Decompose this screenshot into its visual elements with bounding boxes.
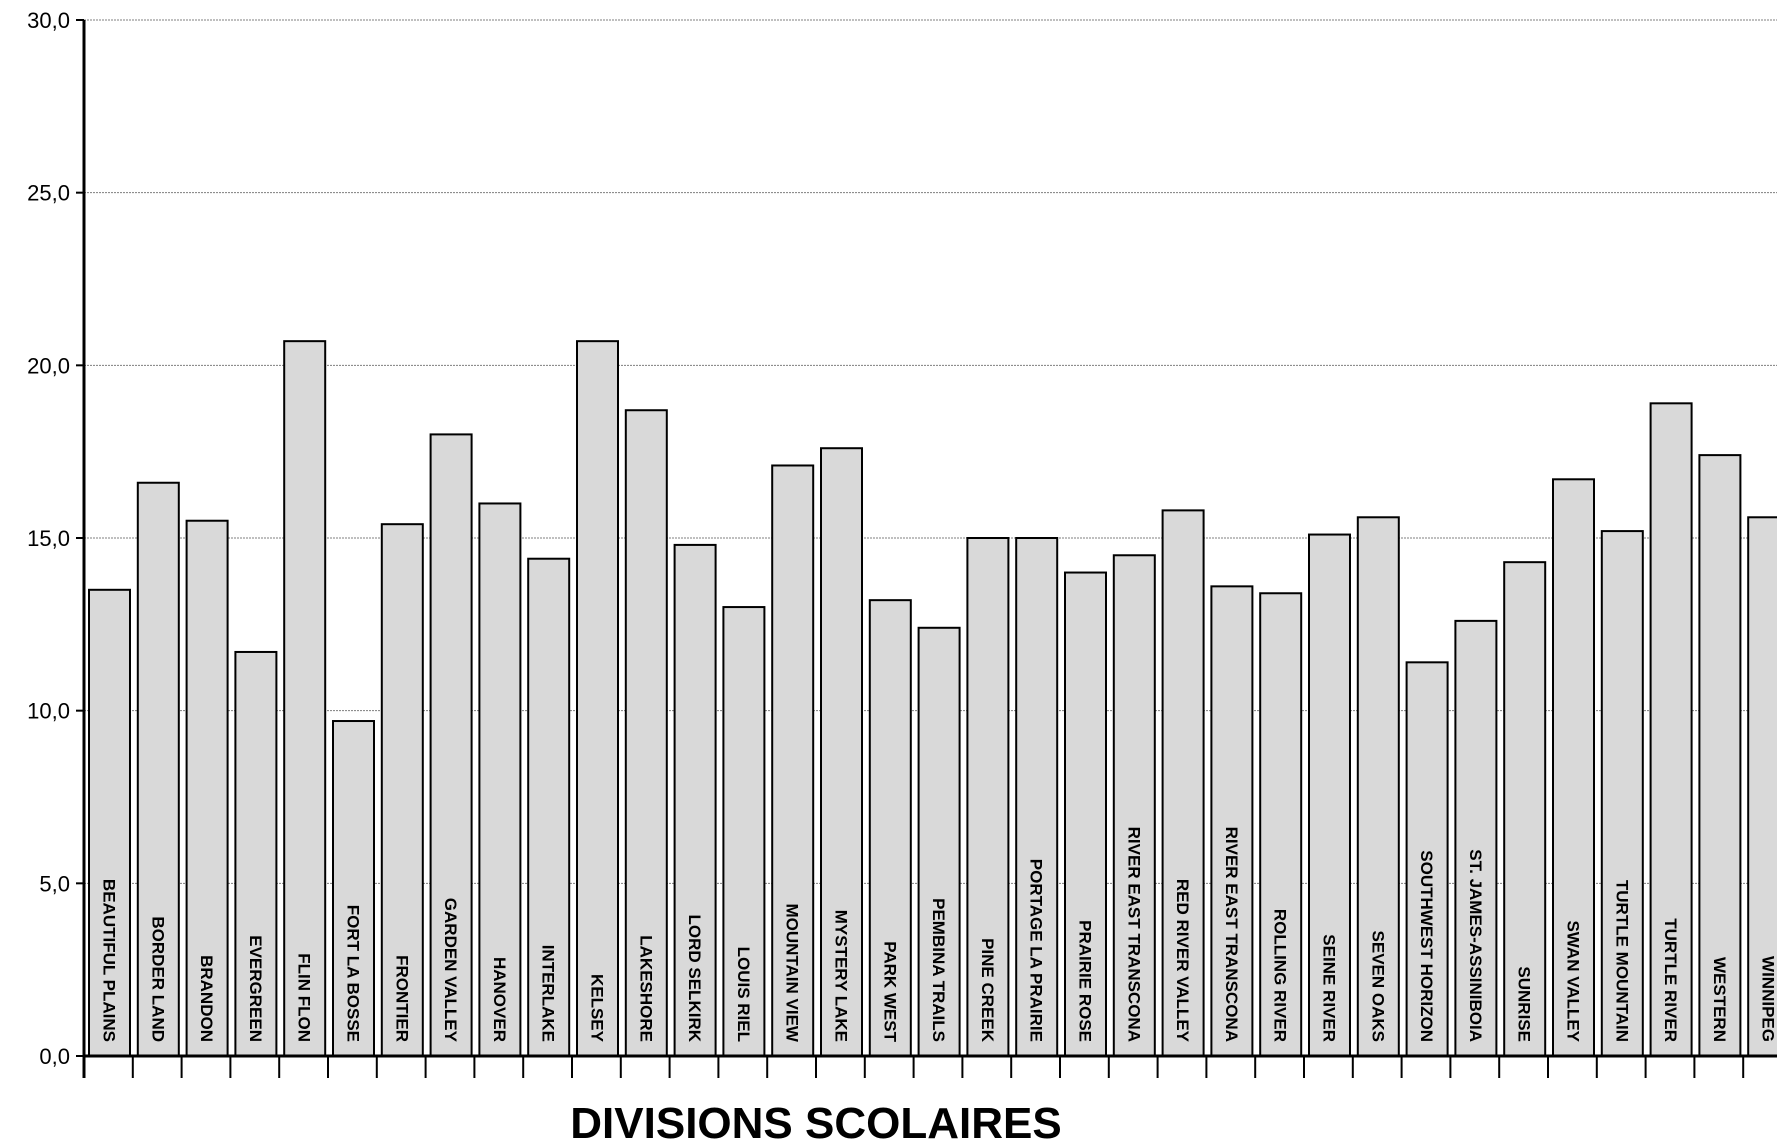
bar [1259,592,1303,1058]
bar [868,599,912,1057]
category-label: LOUIS RIEL [734,947,753,1042]
bar [1015,537,1059,1057]
category-label: RIVER EAST TRANSCONA [1222,827,1241,1042]
bar [1356,516,1400,1057]
bar [917,626,961,1058]
category-label: FORT LA BOSSE [344,905,363,1042]
category-label: ST. JAMES-ASSINIBOIA [1466,849,1485,1042]
category-label: MOUNTAIN VIEW [783,903,802,1042]
bar [1161,509,1205,1057]
bar [380,523,424,1057]
y-tick-label: 15,0 [27,526,70,551]
x-axis-title: DIVISIONS SCOLAIRES [570,1099,1061,1143]
x-ticks [83,1056,1745,1078]
category-label: WESTERN [1710,957,1729,1042]
bar [1600,530,1644,1057]
category-label: BEAUTIFUL PLAINS [100,879,119,1042]
bar [1112,554,1156,1057]
category-label: MYSTERY LAKE [832,910,851,1042]
y-tick-label: 25,0 [27,181,70,206]
category-label: FLIN FLON [295,953,314,1042]
category-label: LORD SELKIRK [685,915,704,1043]
bar [429,433,473,1057]
bar [1649,402,1693,1057]
bar [1503,561,1547,1057]
y-tick-label: 5,0 [39,871,70,896]
category-label: ROLLING RIVER [1271,909,1290,1042]
bars [88,340,1777,1058]
category-label: GARDEN VALLEY [441,898,460,1043]
bar [1552,478,1595,1057]
category-label: RED RIVER VALLEY [1173,879,1192,1043]
bar [722,606,766,1057]
bar [1210,585,1254,1057]
category-label: INTERLAKE [539,945,558,1042]
category-label: SOUTHWEST HORIZON [1417,850,1436,1042]
category-label: EVERGREEN [246,935,265,1042]
bar [966,537,1010,1057]
bar [576,340,619,1058]
y-tick-label: 10,0 [27,699,70,724]
category-label: FRONTIER [392,955,411,1042]
category-label: SUNRISE [1515,966,1534,1042]
category-labels: BEAUTIFUL PLAINS BORDER LAND BRANDON EVERGR… [100,827,1777,1043]
category-label: KELSEY [588,974,607,1043]
category-label: PINE CREEK [978,938,997,1043]
bar [1747,516,1777,1057]
category-label: BRANDON [197,955,216,1042]
category-label: PEMBINA TRAILS [929,898,948,1042]
bar [1064,571,1107,1057]
category-label: TURTLE RIVER [1661,918,1680,1042]
category-label: SEINE RIVER [1320,934,1339,1042]
axes [82,20,1777,1078]
bar [624,409,668,1057]
y-tick-label: 0,0 [39,1044,70,1069]
category-label: TURTLE MOUNTAIN [1612,880,1631,1042]
bar [1308,533,1351,1057]
bar [185,519,229,1057]
category-label: RIVER EAST TRANSCONA [1124,827,1143,1042]
category-label: PRAIRIE ROSE [1076,920,1095,1042]
category-label: SWAN VALLEY [1564,920,1583,1042]
bar [527,557,571,1057]
bar [820,447,863,1058]
y-ticks: 0,0 5,0 10,0 15,0 20,0 25,0 30,0 [27,8,84,1069]
bar [1405,661,1449,1057]
category-label: BORDER LAND [148,916,167,1042]
category-label: HANOVER [490,957,509,1042]
category-label: LAKESHORE [636,935,655,1042]
bar [283,340,327,1058]
y-tick-label: 20,0 [27,353,70,378]
bar [673,543,717,1057]
category-label: WINNIPEG [1759,956,1777,1042]
bar [332,720,375,1057]
bar [136,481,180,1058]
category-label: PARK WEST [880,941,899,1042]
category-label: SEVEN OAKS [1368,931,1387,1042]
bar [771,464,815,1058]
category-label: PORTAGE LA PRAIRIE [1027,859,1046,1042]
y-tick-label: 30,0 [27,8,70,33]
